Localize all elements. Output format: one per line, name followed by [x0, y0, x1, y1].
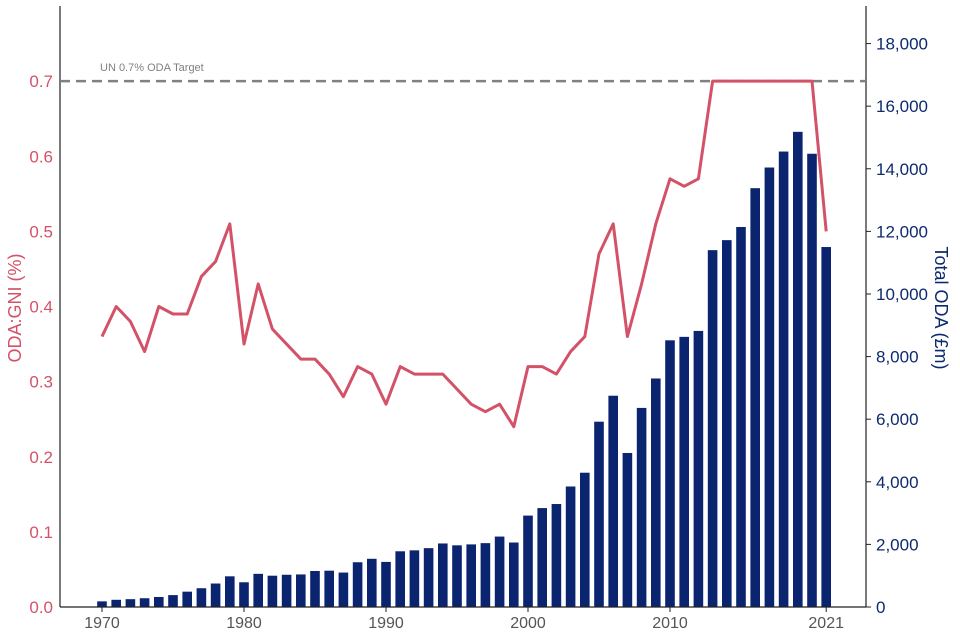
- bar-2009: [651, 378, 661, 607]
- bar-1975: [168, 595, 178, 607]
- left-tick-label: 0.2: [29, 448, 53, 467]
- bar-1979: [225, 576, 235, 607]
- x-tick-label: 2000: [510, 615, 546, 632]
- bar-2019: [793, 131, 803, 607]
- bar-1988: [352, 562, 363, 607]
- bar-2017: [764, 167, 775, 607]
- x-tick-label: 2010: [652, 615, 688, 632]
- left-tick-label: 0.7: [29, 72, 53, 91]
- bar-1996: [466, 544, 476, 607]
- right-tick-label: 10,000: [876, 285, 928, 304]
- bar-2002: [551, 504, 562, 607]
- left-tick-label: 0.1: [29, 523, 53, 542]
- bar-2000: [523, 515, 533, 607]
- target-layer: UN 0.7% ODA Target: [60, 62, 866, 83]
- right-tick-label: 2,000: [876, 535, 919, 554]
- right-tick-label: 6,000: [876, 410, 919, 429]
- bar-1977: [196, 588, 207, 607]
- bar-1970: [97, 601, 107, 607]
- bar-1992: [409, 550, 420, 607]
- bar-1998: [494, 536, 505, 607]
- bar-1976: [182, 591, 192, 607]
- bar-1986: [324, 570, 334, 607]
- right-tick-label: 16,000: [876, 97, 928, 116]
- bar-1971: [111, 599, 121, 607]
- bar-1984: [296, 574, 306, 607]
- left-axis-title: ODA:GNI (%): [5, 253, 25, 362]
- bar-1999: [509, 542, 519, 607]
- left-tick-label: 0.6: [29, 147, 53, 166]
- bar-2011: [679, 336, 689, 607]
- right-tick-label: 4,000: [876, 473, 919, 492]
- bar-1983: [281, 574, 292, 607]
- left-axis-ticks: 0.0 0.1 0.2 0.3 0.4 0.5 0.6 0.7: [29, 72, 53, 617]
- x-tick-label: 1970: [84, 615, 120, 632]
- bar-1990: [381, 561, 391, 607]
- left-tick-label: 0.0: [29, 598, 53, 617]
- left-tick-label: 0.5: [29, 222, 53, 241]
- bar-1997: [480, 543, 491, 607]
- bar-1985: [310, 571, 320, 607]
- right-axis-title: Total ODA (£m): [931, 246, 951, 369]
- target-label: UN 0.7% ODA Target: [100, 62, 204, 74]
- x-axis-ticks: 1970 1980 1990 2000 2010 2021: [84, 607, 844, 632]
- bar-2016: [750, 188, 760, 607]
- bar-1987: [338, 572, 349, 607]
- bar-1991: [395, 551, 405, 607]
- bar-2006: [608, 395, 618, 607]
- bar-2003: [565, 486, 576, 607]
- bar-1989: [367, 558, 377, 607]
- left-tick-label: 0.3: [29, 373, 53, 392]
- right-tick-label: 14,000: [876, 160, 928, 179]
- bar-2005: [594, 421, 604, 607]
- x-tick-label: 1980: [226, 615, 262, 632]
- bar-2001: [537, 508, 547, 607]
- bar-2007: [622, 452, 633, 607]
- left-tick-label: 0.4: [29, 298, 53, 317]
- x-tick-label: 1990: [368, 615, 404, 632]
- bar-2012: [693, 330, 704, 607]
- bar-1995: [452, 545, 462, 607]
- bar-1980: [239, 582, 249, 607]
- bar-1972: [125, 599, 136, 607]
- right-axis-ticks: 0 2,000 4,000 6,000 8,000 10,000 12,000 14,000 1…: [866, 35, 928, 617]
- right-tick-label: 0: [876, 598, 885, 617]
- oda-gni-line: [100, 79, 828, 429]
- bar-1993: [423, 548, 434, 607]
- right-tick-label: 12,000: [876, 222, 928, 241]
- bar-2004: [580, 472, 590, 607]
- bar-2010: [665, 340, 675, 607]
- bar-2018: [778, 151, 789, 608]
- bar-1974: [154, 596, 164, 607]
- bar-2015: [736, 226, 746, 608]
- bar-2020: [807, 153, 817, 607]
- bar-2014: [722, 240, 732, 607]
- x-tick-label: 2021: [808, 615, 844, 632]
- bar-2008: [636, 407, 647, 607]
- line-series-oda-gni: [100, 79, 828, 429]
- bar-2021: [821, 247, 831, 607]
- bar-series-total-oda: [97, 131, 831, 608]
- right-tick-label: 18,000: [876, 35, 928, 54]
- bar-1973: [139, 598, 150, 607]
- bar-1982: [267, 575, 278, 607]
- right-tick-label: 8,000: [876, 348, 919, 367]
- bar-2013: [707, 250, 718, 607]
- bar-1978: [210, 583, 221, 607]
- bar-1981: [253, 573, 263, 607]
- bar-1994: [438, 543, 448, 607]
